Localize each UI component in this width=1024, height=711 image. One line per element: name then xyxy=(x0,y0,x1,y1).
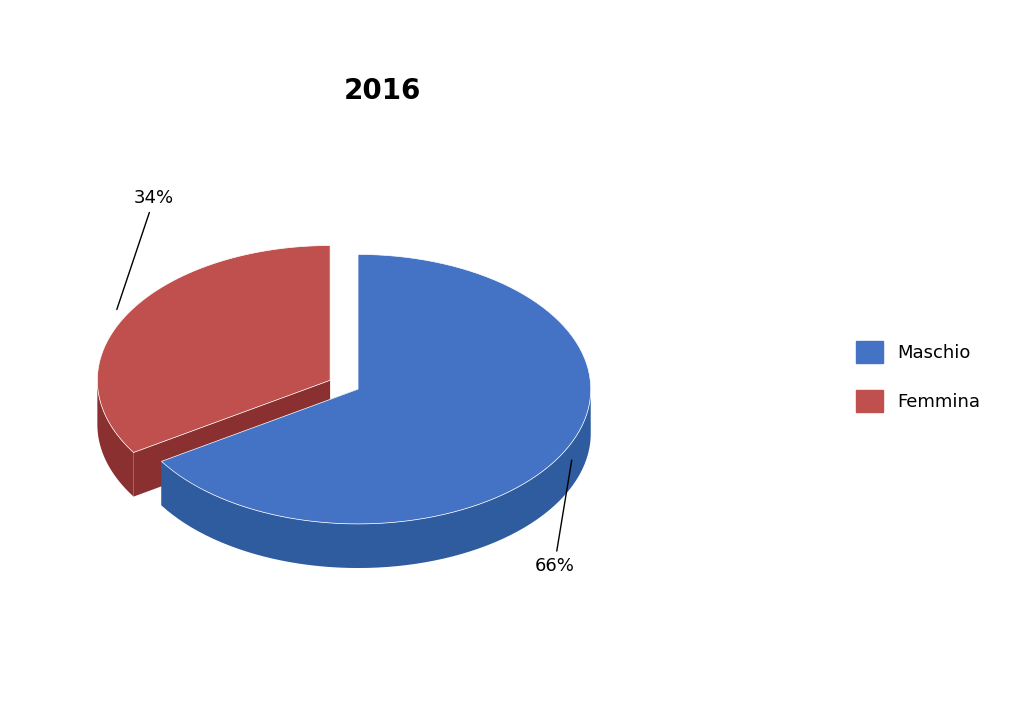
Polygon shape xyxy=(162,389,358,506)
Polygon shape xyxy=(97,381,133,496)
Text: 34%: 34% xyxy=(117,189,174,309)
Legend: Maschio, Femmina: Maschio, Femmina xyxy=(838,324,998,431)
Title: 2016: 2016 xyxy=(344,77,421,105)
Polygon shape xyxy=(162,255,591,524)
Polygon shape xyxy=(162,392,591,568)
Polygon shape xyxy=(97,245,330,452)
Polygon shape xyxy=(133,380,330,496)
Text: 66%: 66% xyxy=(535,460,574,574)
